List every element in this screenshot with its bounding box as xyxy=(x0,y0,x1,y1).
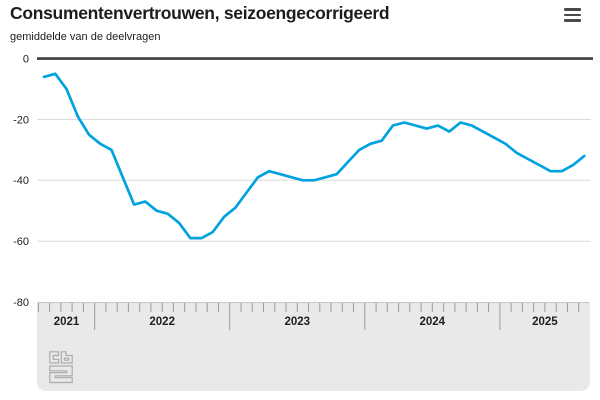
menu-bar xyxy=(564,8,581,11)
menu-bar xyxy=(564,13,581,17)
y-axis-label: -60 xyxy=(13,236,29,248)
y-axis-label: -20 xyxy=(13,114,29,126)
menu-bar xyxy=(564,19,581,22)
cbs-logo-icon xyxy=(49,351,73,384)
y-axis-label: -40 xyxy=(13,175,29,187)
x-axis-panel xyxy=(37,302,590,391)
chart-subtitle: gemiddelde van de deelvragen xyxy=(10,31,161,43)
hamburger-menu-icon[interactable] xyxy=(564,8,582,22)
chart-title: Consumentenvertrouwen, seizoengecorrigee… xyxy=(10,3,390,23)
confidence-line-series xyxy=(42,72,586,240)
y-axis-label: -80 xyxy=(13,297,29,309)
y-axis-label: 0 xyxy=(23,53,29,65)
